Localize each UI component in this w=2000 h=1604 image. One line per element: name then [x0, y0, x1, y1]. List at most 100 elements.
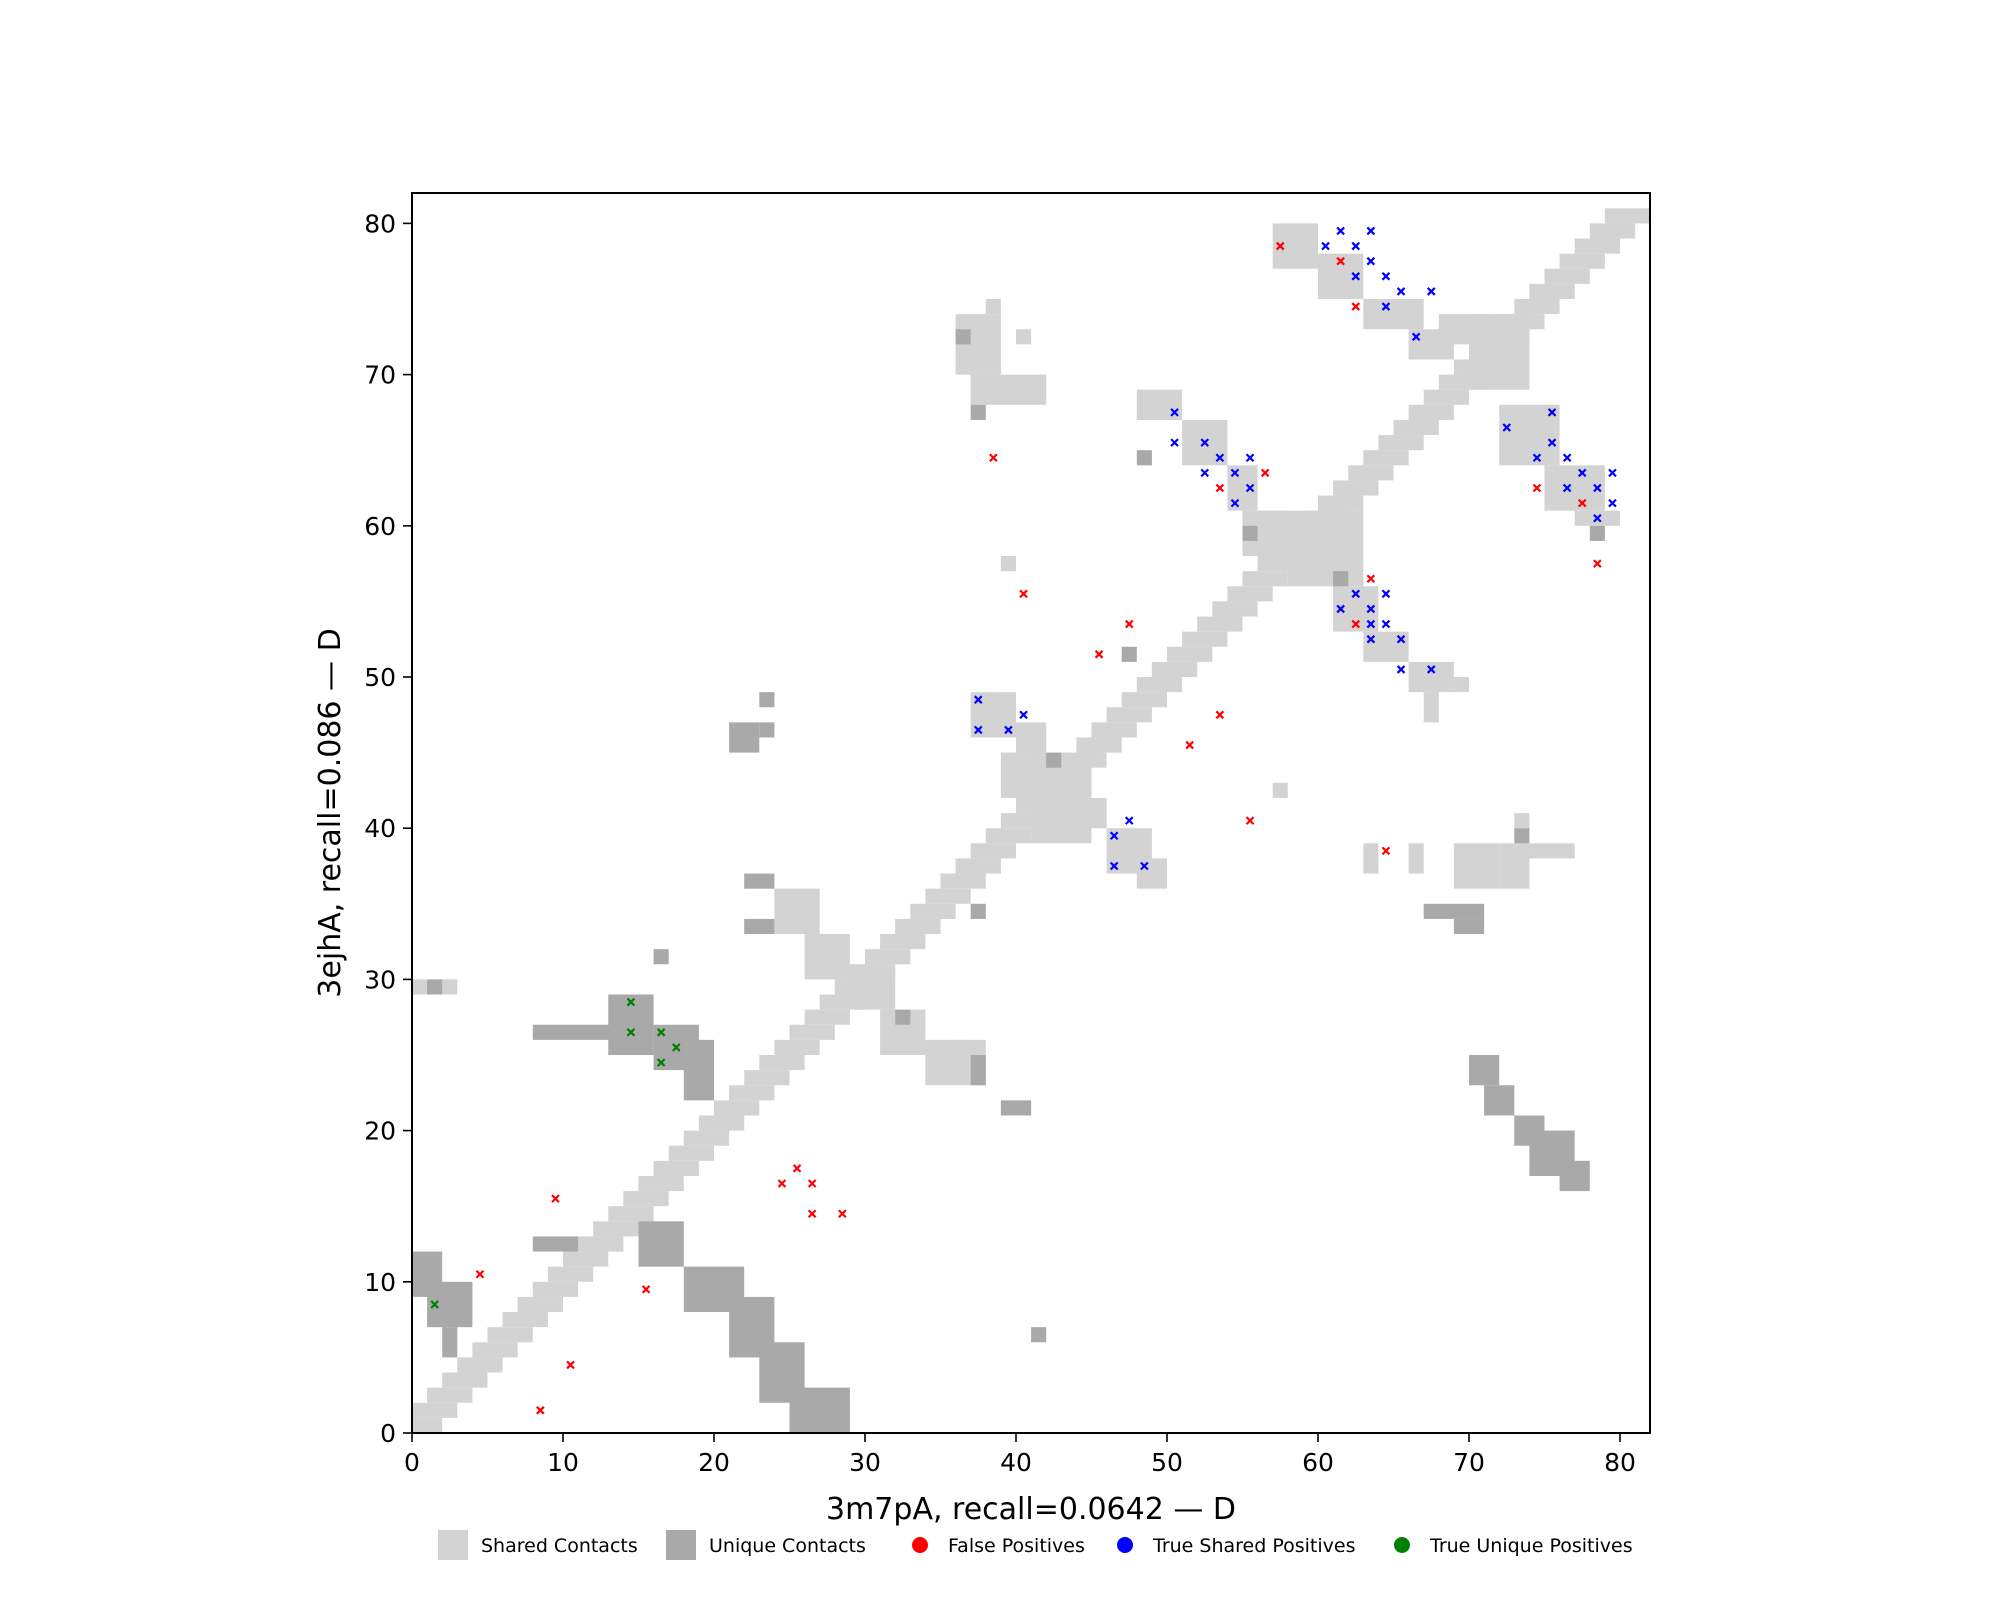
false-positive-marker — [1245, 816, 1255, 825]
x-tick-label: 30 — [849, 1448, 881, 1477]
x-tick-label: 20 — [698, 1448, 730, 1477]
shared-contact-cell — [1287, 525, 1334, 541]
unique-contact-cell — [970, 404, 986, 420]
false-positive-marker — [1215, 483, 1225, 493]
true-shared-positive-marker — [1381, 589, 1391, 599]
true-shared-positive-marker — [1336, 604, 1345, 614]
shared-contact-cell — [698, 1115, 745, 1131]
legend-item: Shared Contacts — [438, 1530, 638, 1560]
true-shared-positive-marker — [1230, 498, 1240, 508]
true-shared-positive-marker — [1215, 453, 1225, 463]
false-positive-marker — [1366, 574, 1376, 583]
unique-contact-cell — [1333, 571, 1349, 587]
shared-contact-cell — [1363, 631, 1409, 662]
legend-swatch — [1117, 1537, 1133, 1553]
shared-contact-cell — [608, 1206, 654, 1222]
shared-contact-cell — [1016, 797, 1062, 814]
true-shared-positive-marker — [1351, 589, 1361, 599]
shared-contact-cell — [1091, 722, 1137, 738]
shared-contact-cell — [849, 964, 896, 980]
true-unique-positive-marker — [626, 997, 636, 1007]
x-tick-label: 70 — [1453, 1448, 1485, 1477]
false-positive-marker — [807, 1209, 817, 1219]
false-positive-marker — [1532, 483, 1542, 493]
false-positive-marker — [1336, 256, 1345, 266]
unique-contact-cell — [427, 979, 443, 995]
shared-contact-cell — [1136, 677, 1183, 693]
false-positive-marker — [1593, 559, 1602, 568]
true-shared-positive-marker — [1321, 241, 1330, 251]
unique-contact-cell — [1242, 525, 1258, 541]
shared-contact-cell — [1544, 465, 1605, 511]
shared-contact-cell — [532, 1281, 579, 1297]
true-shared-positive-marker — [1502, 423, 1512, 432]
x-tick-label: 50 — [1151, 1448, 1183, 1477]
shared-contact-cell — [1559, 253, 1605, 269]
shared-contact-cell — [1031, 782, 1077, 798]
shared-contact-cell — [1423, 692, 1439, 723]
shared-contact-cell — [714, 1100, 760, 1116]
true-shared-positive-marker — [1200, 438, 1210, 447]
true-shared-positive-marker — [1351, 272, 1361, 281]
legend-item: True Unique Positives — [1394, 1535, 1633, 1557]
legend-label: Unique Contacts — [709, 1535, 866, 1557]
shared-contact-cell — [744, 1070, 790, 1086]
x-tick-label: 40 — [1000, 1448, 1032, 1477]
shared-contact-cell — [955, 1039, 971, 1071]
shared-contact-cell — [804, 934, 850, 980]
shared-contact-cell — [970, 843, 1016, 859]
legend-swatch — [438, 1530, 468, 1560]
shared-contact-cell — [502, 1312, 548, 1328]
true-shared-positive-marker — [1366, 256, 1376, 266]
legend-label: False Positives — [948, 1535, 1085, 1557]
false-positive-marker — [989, 453, 998, 463]
shared-contact-cell — [1408, 843, 1424, 874]
shared-contact-cell — [1574, 238, 1620, 254]
true-shared-positive-marker — [1593, 513, 1602, 523]
false-positive-marker — [1094, 650, 1104, 659]
unique-contact-cell — [789, 1387, 850, 1433]
false-positive-marker — [1275, 241, 1285, 251]
true-shared-positive-marker — [1366, 604, 1376, 614]
shared-contact-cell — [412, 1402, 458, 1418]
shared-contact-cell — [1227, 465, 1258, 511]
shared-contact-cell — [578, 1236, 624, 1252]
legend-item: False Positives — [912, 1535, 1085, 1557]
shared-contact-cell — [925, 888, 971, 904]
shared-contact-cell — [1438, 374, 1485, 390]
shared-contact-cell — [1242, 571, 1288, 587]
shared-contact-cell — [1227, 586, 1273, 602]
true-shared-positive-marker — [1109, 831, 1119, 841]
true-unique-positive-marker — [656, 1058, 666, 1067]
unique-contact-cell — [1559, 1160, 1590, 1192]
unique-contact-cell — [638, 1221, 684, 1267]
x-tick-label: 10 — [547, 1448, 579, 1477]
true-shared-positive-marker — [1593, 483, 1602, 493]
shared-contact-cell — [1046, 767, 1092, 783]
true-shared-positive-marker — [1366, 226, 1376, 236]
shared-contact-cell — [1544, 268, 1590, 284]
shared-contact-cell — [1423, 389, 1469, 405]
y-tick-label: 70 — [364, 361, 396, 390]
true-shared-positive-marker — [1200, 468, 1210, 478]
shared-contact-cell — [774, 888, 820, 935]
legend-swatch — [1394, 1537, 1410, 1553]
true-shared-positive-marker — [1366, 619, 1376, 629]
true-shared-positive-marker — [1109, 861, 1119, 871]
unique-contact-cell — [895, 1009, 911, 1025]
shared-contact-cell — [1016, 329, 1032, 345]
unique-contact-cell — [955, 329, 971, 345]
unique-contact-cell — [1000, 1100, 1032, 1116]
unique-contact-cell — [759, 692, 775, 708]
true-shared-positive-marker — [1245, 453, 1255, 463]
y-tick-label: 40 — [364, 814, 396, 843]
unique-contact-cell — [1121, 646, 1137, 662]
shared-contact-cell — [1363, 843, 1379, 874]
true-shared-positive-marker — [1608, 498, 1617, 508]
shared-contact-cell — [593, 1221, 639, 1237]
true-shared-positive-marker — [1004, 725, 1013, 735]
y-tick-label: 20 — [364, 1117, 396, 1146]
false-positive-marker — [838, 1209, 847, 1219]
